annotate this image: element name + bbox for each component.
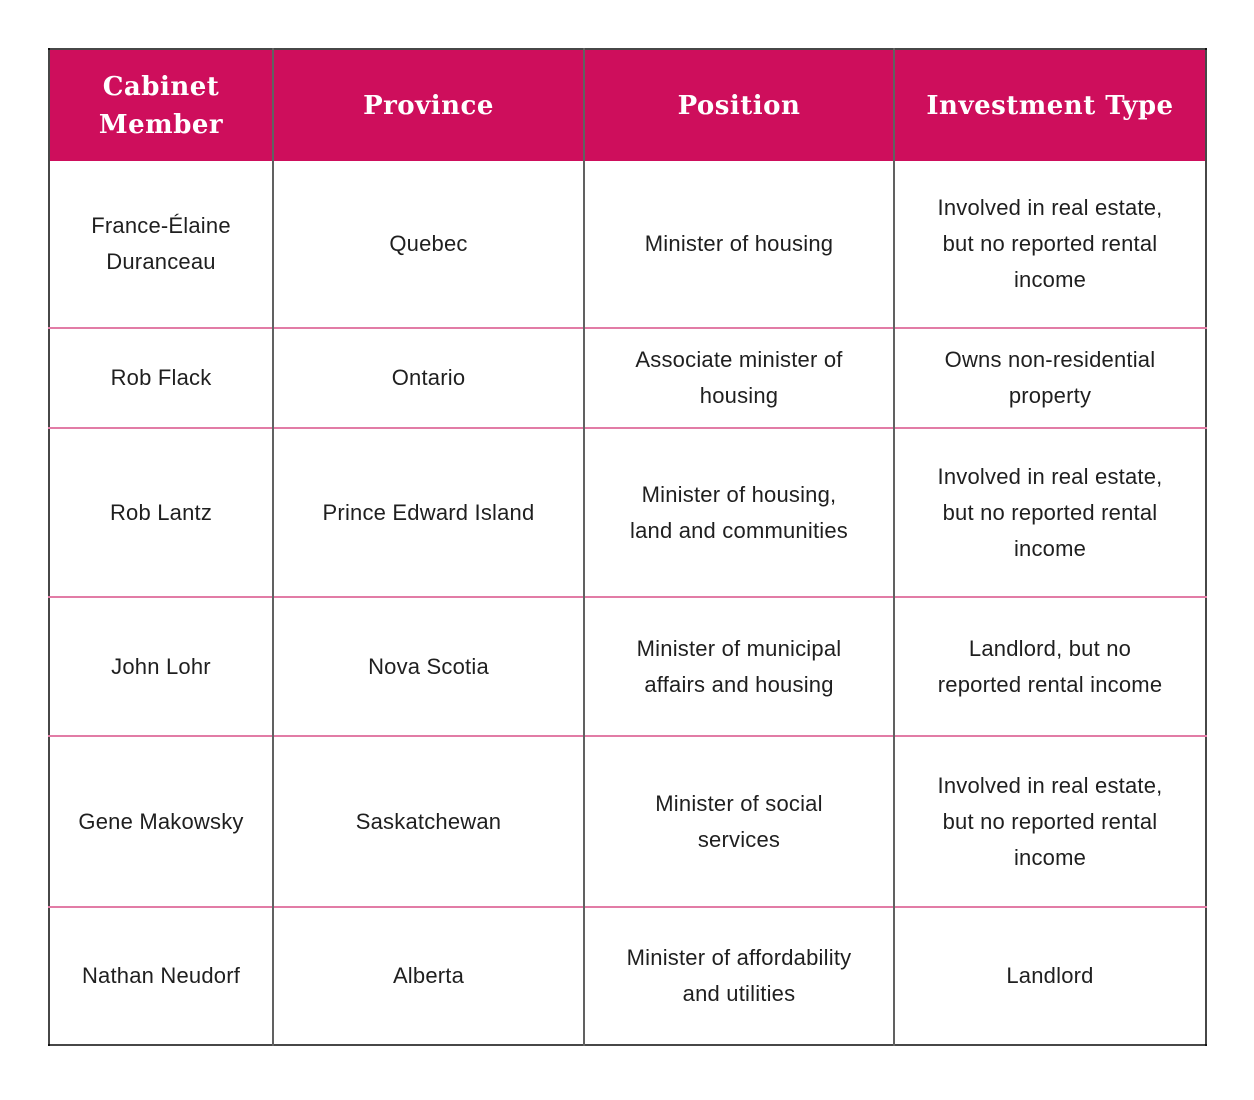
cell-province: Nova Scotia xyxy=(272,596,584,736)
cell-investment: Involved in real estate, but no reported… xyxy=(893,735,1206,907)
cell-member: Rob Flack xyxy=(49,327,273,428)
column-header-investment-type: Investment Type xyxy=(893,49,1206,161)
cell-position: Minister of social services xyxy=(583,735,894,907)
cell-member: Gene Makowsky xyxy=(49,735,273,907)
table-header: Cabinet Member Province Position Investm… xyxy=(49,49,1206,161)
cell-province: Alberta xyxy=(272,906,584,1045)
table-row: Gene Makowsky Saskatchewan Minister of s… xyxy=(49,735,1206,907)
cell-province: Quebec xyxy=(272,161,584,328)
cell-position: Minister of municipal affairs and housin… xyxy=(583,596,894,736)
table-row: John Lohr Nova Scotia Minister of munici… xyxy=(49,596,1206,736)
table-row: Rob Lantz Prince Edward Island Minister … xyxy=(49,427,1206,597)
table-row: Rob Flack Ontario Associate minister of … xyxy=(49,327,1206,428)
cell-member: Nathan Neudorf xyxy=(49,906,273,1045)
column-header-position: Position xyxy=(583,49,894,161)
table-row: Nathan Neudorf Alberta Minister of affor… xyxy=(49,906,1206,1045)
data-table: Cabinet Member Province Position Investm… xyxy=(48,48,1207,1046)
cell-position: Minister of affordability and utilities xyxy=(583,906,894,1045)
cell-member: John Lohr xyxy=(49,596,273,736)
cell-investment: Landlord xyxy=(893,906,1206,1045)
table-body: France-Élaine Duranceau Quebec Minister … xyxy=(49,161,1206,1045)
cell-investment: Owns non-residential property xyxy=(893,327,1206,428)
cell-member: France-Élaine Duranceau xyxy=(49,161,273,328)
cell-province: Saskatchewan xyxy=(272,735,584,907)
cell-investment: Involved in real estate, but no reported… xyxy=(893,161,1206,328)
cell-position: Minister of housing, land and communitie… xyxy=(583,427,894,597)
header-row: Cabinet Member Province Position Investm… xyxy=(49,49,1206,161)
cell-position: Minister of housing xyxy=(583,161,894,328)
cell-position: Associate minister of housing xyxy=(583,327,894,428)
cell-investment: Involved in real estate, but no reported… xyxy=(893,427,1206,597)
cell-province: Prince Edward Island xyxy=(272,427,584,597)
column-header-province: Province xyxy=(272,49,584,161)
cell-investment: Landlord, but no reported rental income xyxy=(893,596,1206,736)
cabinet-investments-table: Cabinet Member Province Position Investm… xyxy=(48,48,1207,1046)
table-row: France-Élaine Duranceau Quebec Minister … xyxy=(49,161,1206,328)
cell-member: Rob Lantz xyxy=(49,427,273,597)
column-header-cabinet-member: Cabinet Member xyxy=(49,49,273,161)
cell-province: Ontario xyxy=(272,327,584,428)
